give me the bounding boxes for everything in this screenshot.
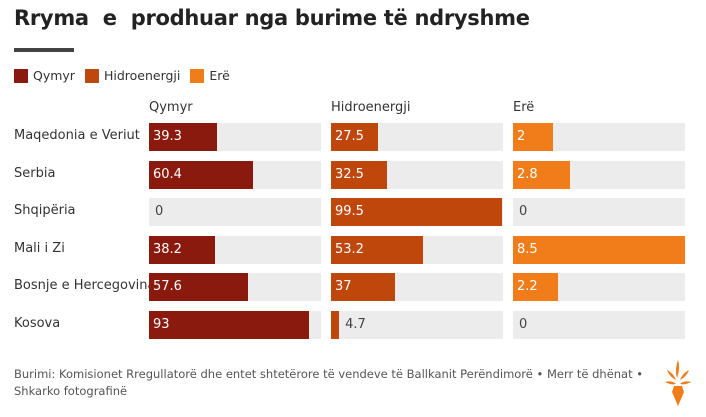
bar-hidroenergji-maqedonia-e-veriut <box>331 123 379 151</box>
column-header-hidroenergji: Hidroenergji <box>331 100 411 115</box>
bar-ere-maqedonia-e-veriut <box>513 123 554 151</box>
value-label: 2 <box>517 129 526 144</box>
bar-track: 38.2 <box>149 236 321 264</box>
bar-track: 57.6 <box>149 273 321 301</box>
bar-track: 0 <box>513 198 685 226</box>
value-label: 27.5 <box>335 129 364 144</box>
value-label: 37 <box>335 279 352 294</box>
bar-track: 60.4 <box>149 161 321 189</box>
row-label-maqedonia-e-veriut: Maqedonia e Veriut <box>14 128 140 143</box>
bar-track: 37 <box>331 273 503 301</box>
row-label-serbia: Serbia <box>14 166 56 181</box>
value-label: 8.5 <box>517 242 538 257</box>
legend-item-hidroenergji: Hidroenergji <box>84 68 181 83</box>
bar-hidroenergji-bosnje-e-hercegovina <box>331 273 395 301</box>
bar-track: 93 <box>149 311 321 339</box>
legend-label-qymyr: Qymyr <box>33 68 75 83</box>
value-label: 93 <box>153 317 170 332</box>
value-label: 38.2 <box>153 242 182 257</box>
legend-item-ere: Erë <box>190 68 230 83</box>
bar-qymyr-serbia <box>149 161 253 189</box>
bar-track: 4.7 <box>331 311 503 339</box>
source-footer: Burimi: Komisionet Rregullatorë dhe ente… <box>14 367 644 398</box>
column-header-ere: Erë <box>513 100 535 115</box>
value-label: 2.2 <box>517 279 538 294</box>
bar-track: 0 <box>149 198 321 226</box>
value-label: 2.8 <box>517 167 538 182</box>
bar-track: 8.5 <box>513 236 685 264</box>
legend-label-hidroenergji: Hidroenergji <box>103 68 181 83</box>
bar-ere-bosnje-e-hercegovina <box>513 273 558 301</box>
value-label: 53.2 <box>335 242 364 257</box>
bar-track: 0 <box>513 311 685 339</box>
value-label: 0 <box>519 317 528 332</box>
legend-item-qymyr: Qymyr <box>14 68 75 83</box>
bar-ere-serbia <box>513 161 570 189</box>
bar-hidroenergji-kosova <box>331 311 340 339</box>
bar-track: 2.2 <box>513 273 685 301</box>
value-label: 57.6 <box>153 279 182 294</box>
value-label: 0 <box>155 204 164 219</box>
legend-label-ere: Erë <box>209 68 230 83</box>
rfe-logo-icon <box>665 360 691 406</box>
title-underline <box>14 48 74 52</box>
row-label-shqiperia: Shqipëria <box>14 203 76 218</box>
value-label: 0 <box>519 204 528 219</box>
legend-swatch-ere <box>190 68 205 83</box>
row-label-bosnje-e-hercegovina: Bosnje e Hercegovina <box>14 278 156 293</box>
row-label-kosova: Kosova <box>14 316 61 331</box>
bar-track: 39.3 <box>149 123 321 151</box>
bar-qymyr-mali-i-zi <box>149 236 215 264</box>
value-label: 4.7 <box>345 317 366 332</box>
bar-hidroenergji-serbia <box>331 161 387 189</box>
bar-track: 99.5 <box>331 198 503 226</box>
legend-swatch-qymyr <box>14 68 28 83</box>
bar-hidroenergji-shqiperia <box>331 198 503 226</box>
value-label: 60.4 <box>153 167 182 182</box>
bar-track: 2.8 <box>513 161 685 189</box>
bar-qymyr-maqedonia-e-veriut <box>149 123 217 151</box>
value-label: 32.5 <box>335 167 364 182</box>
bar-track: 32.5 <box>331 161 503 189</box>
legend: Qymyr Hidroenergji Erë <box>14 68 240 83</box>
bar-ere-mali-i-zi <box>513 236 685 264</box>
value-label: 39.3 <box>153 129 182 144</box>
bar-qymyr-bosnje-e-hercegovina <box>149 273 249 301</box>
legend-swatch-hidroenergji <box>84 68 99 83</box>
bar-hidroenergji-mali-i-zi <box>331 236 423 264</box>
column-header-qymyr: Qymyr <box>149 100 193 115</box>
bar-track: 2 <box>513 123 685 151</box>
value-label: 99.5 <box>335 204 364 219</box>
bar-track: 53.2 <box>331 236 503 264</box>
chart-title: Rryma e prodhuar nga burime të ndryshme <box>14 6 530 30</box>
bar-track: 27.5 <box>331 123 503 151</box>
bar-qymyr-kosova <box>149 311 309 339</box>
row-label-mali-i-zi: Mali i Zi <box>14 241 65 256</box>
